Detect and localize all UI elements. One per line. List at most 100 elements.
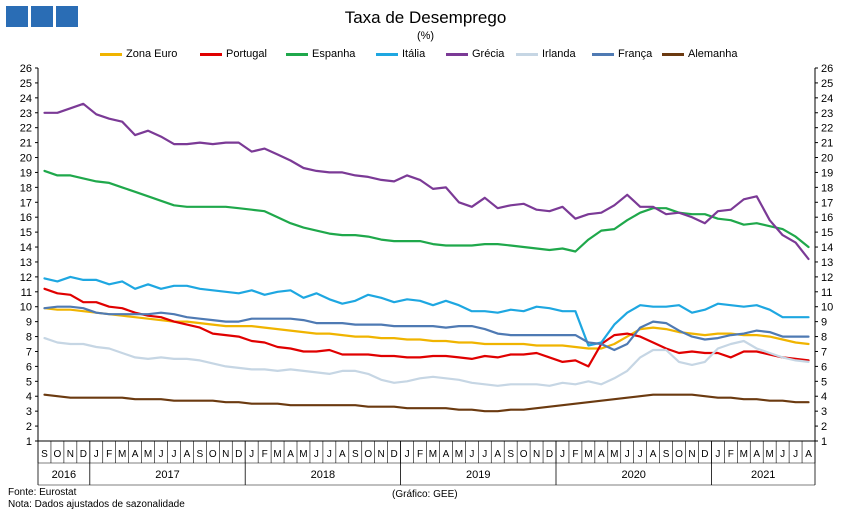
y-tick-label-left: 22 — [20, 123, 32, 135]
x-tick-label: S — [197, 449, 204, 460]
y-tick-label-left: 14 — [20, 242, 32, 254]
y-tick-label-right: 3 — [821, 406, 827, 418]
x-tick-label: D — [701, 449, 708, 460]
y-tick-label-left: 6 — [26, 361, 32, 373]
y-tick-label-right: 23 — [821, 108, 833, 120]
y-tick-label-left: 4 — [26, 391, 32, 403]
x-tick-label: M — [766, 449, 774, 460]
legend-swatch — [516, 52, 538, 56]
year-label: 2018 — [311, 469, 335, 481]
y-tick-label-left: 17 — [20, 197, 32, 209]
legend-item: Itália — [376, 48, 425, 60]
y-tick-label-left: 11 — [21, 287, 32, 299]
y-tick-label-right: 21 — [821, 138, 833, 150]
y-tick-label-right: 7 — [821, 346, 827, 358]
y-tick-label-left: 16 — [20, 212, 32, 224]
legend-label: França — [618, 48, 653, 60]
x-tick-label: A — [287, 449, 294, 460]
x-tick-label: J — [482, 449, 487, 460]
legend-swatch — [100, 52, 122, 56]
y-tick-label-left: 2 — [26, 421, 32, 433]
x-tick-label: J — [780, 449, 785, 460]
y-tick-label-right: 20 — [821, 153, 833, 165]
chart-title: Taxa de Desemprego — [344, 8, 507, 27]
legend-item: Irlanda — [516, 48, 576, 60]
year-label: 2016 — [52, 469, 76, 481]
x-tick-label: A — [598, 449, 605, 460]
year-label: 2017 — [155, 469, 179, 481]
y-tick-label-right: 10 — [821, 302, 833, 314]
x-tick-label: O — [54, 449, 62, 460]
x-tick-label: J — [159, 449, 164, 460]
x-tick-label: J — [327, 449, 332, 460]
x-tick-label: A — [650, 449, 657, 460]
y-tick-label-left: 9 — [26, 317, 32, 329]
y-tick-label-right: 6 — [821, 361, 827, 373]
x-tick-label: A — [443, 449, 450, 460]
y-tick-label-left: 19 — [20, 167, 32, 179]
x-tick-label: N — [378, 449, 385, 460]
y-tick-label-left: 5 — [26, 376, 32, 388]
year-label: 2020 — [621, 469, 645, 481]
y-tick-label-left: 15 — [20, 227, 32, 239]
legend-label: Espanha — [312, 48, 356, 60]
logo-block-3 — [56, 6, 78, 27]
x-tick-label: M — [740, 449, 748, 460]
y-tick-label-left: 20 — [20, 153, 32, 165]
x-tick-label: A — [339, 449, 346, 460]
y-tick-label-left: 24 — [20, 93, 32, 105]
y-tick-label-right: 4 — [821, 391, 827, 403]
y-tick-label-left: 25 — [20, 78, 32, 90]
x-tick-label: O — [209, 449, 217, 460]
x-tick-label: D — [546, 449, 553, 460]
legend-label: Irlanda — [542, 48, 576, 60]
x-tick-label: A — [753, 449, 760, 460]
logo-block-1 — [6, 6, 28, 27]
series-line-irlanda — [43, 337, 810, 387]
x-tick-label: F — [728, 449, 734, 460]
x-tick-label: A — [184, 449, 191, 460]
x-tick-label: A — [805, 449, 812, 460]
y-tick-label-left: 10 — [20, 302, 32, 314]
legend-swatch — [446, 52, 468, 56]
x-tick-label: S — [352, 449, 359, 460]
y-tick-label-left: 7 — [26, 346, 32, 358]
y-tick-label-right: 8 — [821, 332, 827, 344]
y-tick-label-left: 13 — [20, 257, 32, 269]
legend-swatch — [376, 52, 398, 56]
x-tick-label: M — [429, 449, 437, 460]
legend-item: Grécia — [446, 48, 504, 60]
y-tick-label-left: 8 — [26, 332, 32, 344]
chart-subtitle: (%) — [416, 30, 435, 42]
y-tick-label-right: 22 — [821, 123, 833, 135]
series-line-franca — [43, 305, 810, 352]
x-tick-label: J — [249, 449, 254, 460]
x-tick-label: O — [675, 449, 683, 460]
y-tick-label-right: 2 — [821, 421, 827, 433]
year-label: 2021 — [751, 469, 775, 481]
y-tick-label-left: 26 — [20, 63, 32, 75]
series-line-espanha — [43, 169, 810, 253]
x-tick-label: J — [793, 449, 798, 460]
x-tick-label: M — [299, 449, 307, 460]
x-tick-label: A — [132, 449, 139, 460]
x-tick-label: S — [507, 449, 514, 460]
x-tick-label: N — [688, 449, 695, 460]
y-tick-label-left: 18 — [20, 182, 32, 194]
logo — [6, 6, 78, 27]
x-tick-label: J — [94, 449, 99, 460]
legend-label: Portugal — [226, 48, 267, 60]
series-line-italia — [43, 275, 810, 347]
x-tick-label: F — [417, 449, 423, 460]
legend-item: Portugal — [200, 48, 267, 60]
x-tick-label: J — [469, 449, 474, 460]
series-line-grecia — [43, 102, 810, 261]
y-tick-label-right: 13 — [821, 257, 833, 269]
x-tick-label: M — [118, 449, 126, 460]
x-tick-label: J — [405, 449, 410, 460]
legend-item: Zona Euro — [100, 48, 177, 60]
series-line-alemanha — [43, 393, 810, 413]
x-tick-label: J — [715, 449, 720, 460]
x-tick-label: M — [455, 449, 463, 460]
y-tick-label-right: 24 — [821, 93, 833, 105]
